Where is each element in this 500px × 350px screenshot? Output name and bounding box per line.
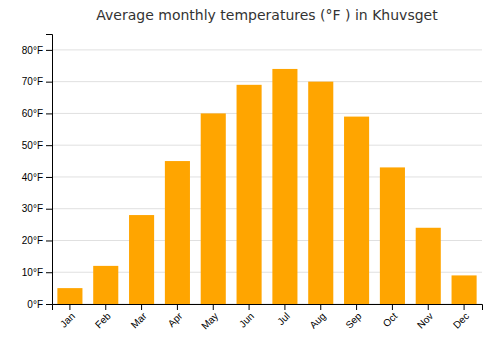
bar [201,113,226,304]
x-tick: Jul [275,304,292,327]
grid-line [52,208,482,209]
y-tick: 20°F [22,235,52,246]
y-tick-label: 50°F [22,140,43,151]
x-tick-label: Sep [343,310,364,331]
x-tick-label: Nov [415,310,435,330]
title: Average monthly temperatures (°F ) in Kh… [96,7,438,23]
x-tick: Dec [451,304,471,331]
x-tick: Jan [58,304,77,330]
y-tick-label: 40°F [22,172,43,183]
bar [308,82,333,304]
y-tick-mark [46,145,52,146]
grid [52,50,482,304]
x-tick-mark [464,304,465,310]
grid-line [52,49,482,50]
x-tick-label: Dec [451,310,471,330]
y-tick: 80°F [22,45,52,56]
y-tick-label: 60°F [22,108,43,119]
bar [272,69,297,304]
x-tick-mark [105,304,106,310]
x-tick-mark [356,304,357,310]
x-tick: Jun [237,304,256,330]
x-tick-label: Jul [275,310,292,327]
bar [344,117,369,304]
x-tick-label: May [199,310,220,331]
y-tick-label: 30°F [22,203,43,214]
y-tick-mark [46,240,52,241]
bar [93,266,118,304]
x-tick-label: Jan [58,310,77,329]
x-tick-mark [284,304,285,310]
x-tick-label: Feb [93,310,113,330]
y-tick: 0°F [27,299,52,310]
y-tick-mark [46,177,52,178]
bar [165,161,190,304]
x-tick: May [199,304,220,332]
grid-line [52,81,482,82]
plot: 0°F 10°F 20°F 30°F 40°F 50°F 60°F 70°F 80°F Jan Fe… [22,35,483,332]
x-axis-line [53,305,483,311]
y-tick-mark [46,272,52,273]
x-axis: Jan Feb Mar Apr May Jun Jul Aug Sep Oct Nov Dec [53,304,483,332]
y-tick-label: 10°F [22,267,43,278]
x-tick-mark [249,304,250,310]
x-tick-mark [213,304,214,310]
x-tick-label: Aug [307,310,327,330]
x-tick-mark [141,304,142,310]
grid-line [52,113,482,114]
x-tick-mark [69,304,70,310]
y-tick: 30°F [22,203,52,214]
x-tick: Aug [307,304,327,331]
x-tick: Oct [381,304,400,329]
x-tick: Apr [166,304,185,329]
y-tick: 10°F [22,267,52,278]
y-tick: 60°F [22,108,52,119]
y-tick: 40°F [22,172,52,183]
y-tick-label: 80°F [22,45,43,56]
bar [237,85,262,304]
x-tick-label: Oct [381,310,400,329]
chart: 0°F 10°F 20°F 30°F 40°F 50°F 60°F 70°F 80°F Jan Fe… [0,0,500,350]
bar [452,275,477,304]
y-tick-mark [46,209,52,210]
x-tick-mark [428,304,429,310]
y-tick-mark [46,82,52,83]
y-axis-line [46,35,53,305]
x-tick: Feb [93,304,113,330]
bar [57,288,82,304]
y-tick-mark [46,113,52,114]
x-tick-label: Mar [129,310,149,330]
x-tick: Sep [343,304,364,331]
bars [57,69,476,304]
x-tick-mark [177,304,178,310]
bar [416,228,441,304]
x-tick-mark [392,304,393,310]
y-tick: 50°F [22,140,52,151]
x-tick: Nov [415,304,435,331]
y-axis: 0°F 10°F 20°F 30°F 40°F 50°F 60°F 70°F 80°F [22,35,53,310]
y-tick-label: 20°F [22,235,43,246]
y-tick: 70°F [22,76,52,87]
grid-line [52,176,482,177]
bar [380,167,405,304]
x-tick-label: Jun [237,310,256,329]
grid-line [52,145,482,146]
y-tick-mark [46,50,52,51]
y-tick-label: 0°F [27,299,43,310]
y-tick-mark [46,304,52,305]
x-tick-mark [320,304,321,310]
y-tick-label: 70°F [22,76,43,87]
x-tick: Mar [129,304,149,330]
bar [129,215,154,304]
x-tick-label: Apr [166,310,185,329]
